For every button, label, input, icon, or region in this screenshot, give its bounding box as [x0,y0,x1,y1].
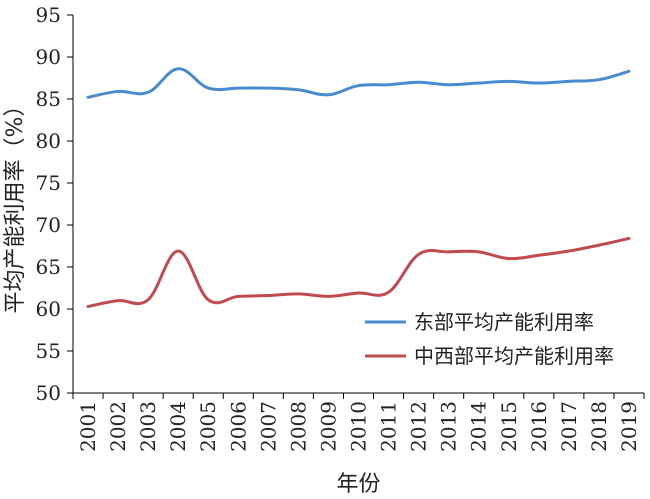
x-tick-label: 2001 [76,401,100,452]
y-tick-label: 95 [36,3,61,27]
axes: 50 55 60 65 70 75 80 85 90 95 2001 2002 2003 2004 2005… [36,3,645,452]
data-point [237,87,240,90]
data-point [177,250,180,253]
y-tick-label: 60 [36,297,61,321]
x-tick-label: 2013 [437,401,461,452]
y-tick-label: 50 [36,381,61,405]
legend-label-1: 中西部平均产能利用率 [414,344,614,368]
data-point [207,87,210,90]
x-tick-label: 2002 [106,401,130,452]
x-tick-label: 2011 [377,401,401,452]
x-tick-label: 2008 [286,401,310,452]
data-point [507,80,510,83]
x-tick-label: 2007 [256,401,280,452]
x-tick-label: 2016 [527,401,551,452]
data-point [327,295,330,298]
data-point [627,70,630,73]
y-tick-label: 80 [36,129,61,153]
x-tick-label: 2005 [196,401,220,452]
data-point [627,237,630,240]
data-point [117,299,120,302]
data-point [477,82,480,85]
x-tick-label: 2014 [467,401,491,452]
data-point [237,295,240,298]
data-point [387,83,390,86]
data-point [447,83,450,86]
data-point [297,88,300,91]
data-point [357,84,360,87]
data-point [117,90,120,93]
data-point [597,78,600,81]
data-point [297,292,300,295]
x-tick-label: 2010 [347,401,371,452]
series-line-1 [86,236,631,308]
x-axis-title: 年份 [336,472,380,497]
data-point [417,253,420,256]
data-point [597,244,600,247]
y-tick-label: 55 [36,339,61,363]
y-tick-label: 85 [36,87,61,111]
data-point [147,91,150,94]
data-point [87,305,90,308]
x-tick-label: 2018 [587,401,611,452]
x-tick-label: 2004 [166,401,190,452]
x-tick-label: 2009 [316,401,340,452]
data-point [357,292,360,295]
x-tick-label: 2012 [407,401,431,452]
data-point [567,80,570,83]
data-point [267,294,270,297]
series-layer [86,67,631,308]
data-point [87,96,90,99]
legend-label-0: 东部平均产能利用率 [414,310,594,334]
data-point [537,82,540,85]
data-point [537,254,540,257]
data-point [267,87,270,90]
y-tick-label: 70 [36,213,61,237]
data-point [147,298,150,301]
x-tick-label: 2015 [497,401,521,452]
data-point [327,93,330,96]
x-tick-label: 2003 [136,401,160,452]
data-point [207,298,210,301]
data-point [417,81,420,84]
x-tick-label: 2006 [226,401,250,452]
data-point [567,250,570,253]
y-tick-label: 90 [36,45,61,69]
data-point [507,257,510,260]
data-point [387,291,390,294]
y-tick-label: 65 [36,255,61,279]
x-tick-label: 2019 [617,401,641,452]
data-point [177,67,180,70]
x-tick-label: 2017 [557,401,581,452]
y-tick-label: 75 [36,171,61,195]
data-point [447,250,450,253]
y-axis-title: 平均产能利用率（%） [3,95,28,314]
data-point [477,250,480,253]
series-line-0 [86,67,631,99]
